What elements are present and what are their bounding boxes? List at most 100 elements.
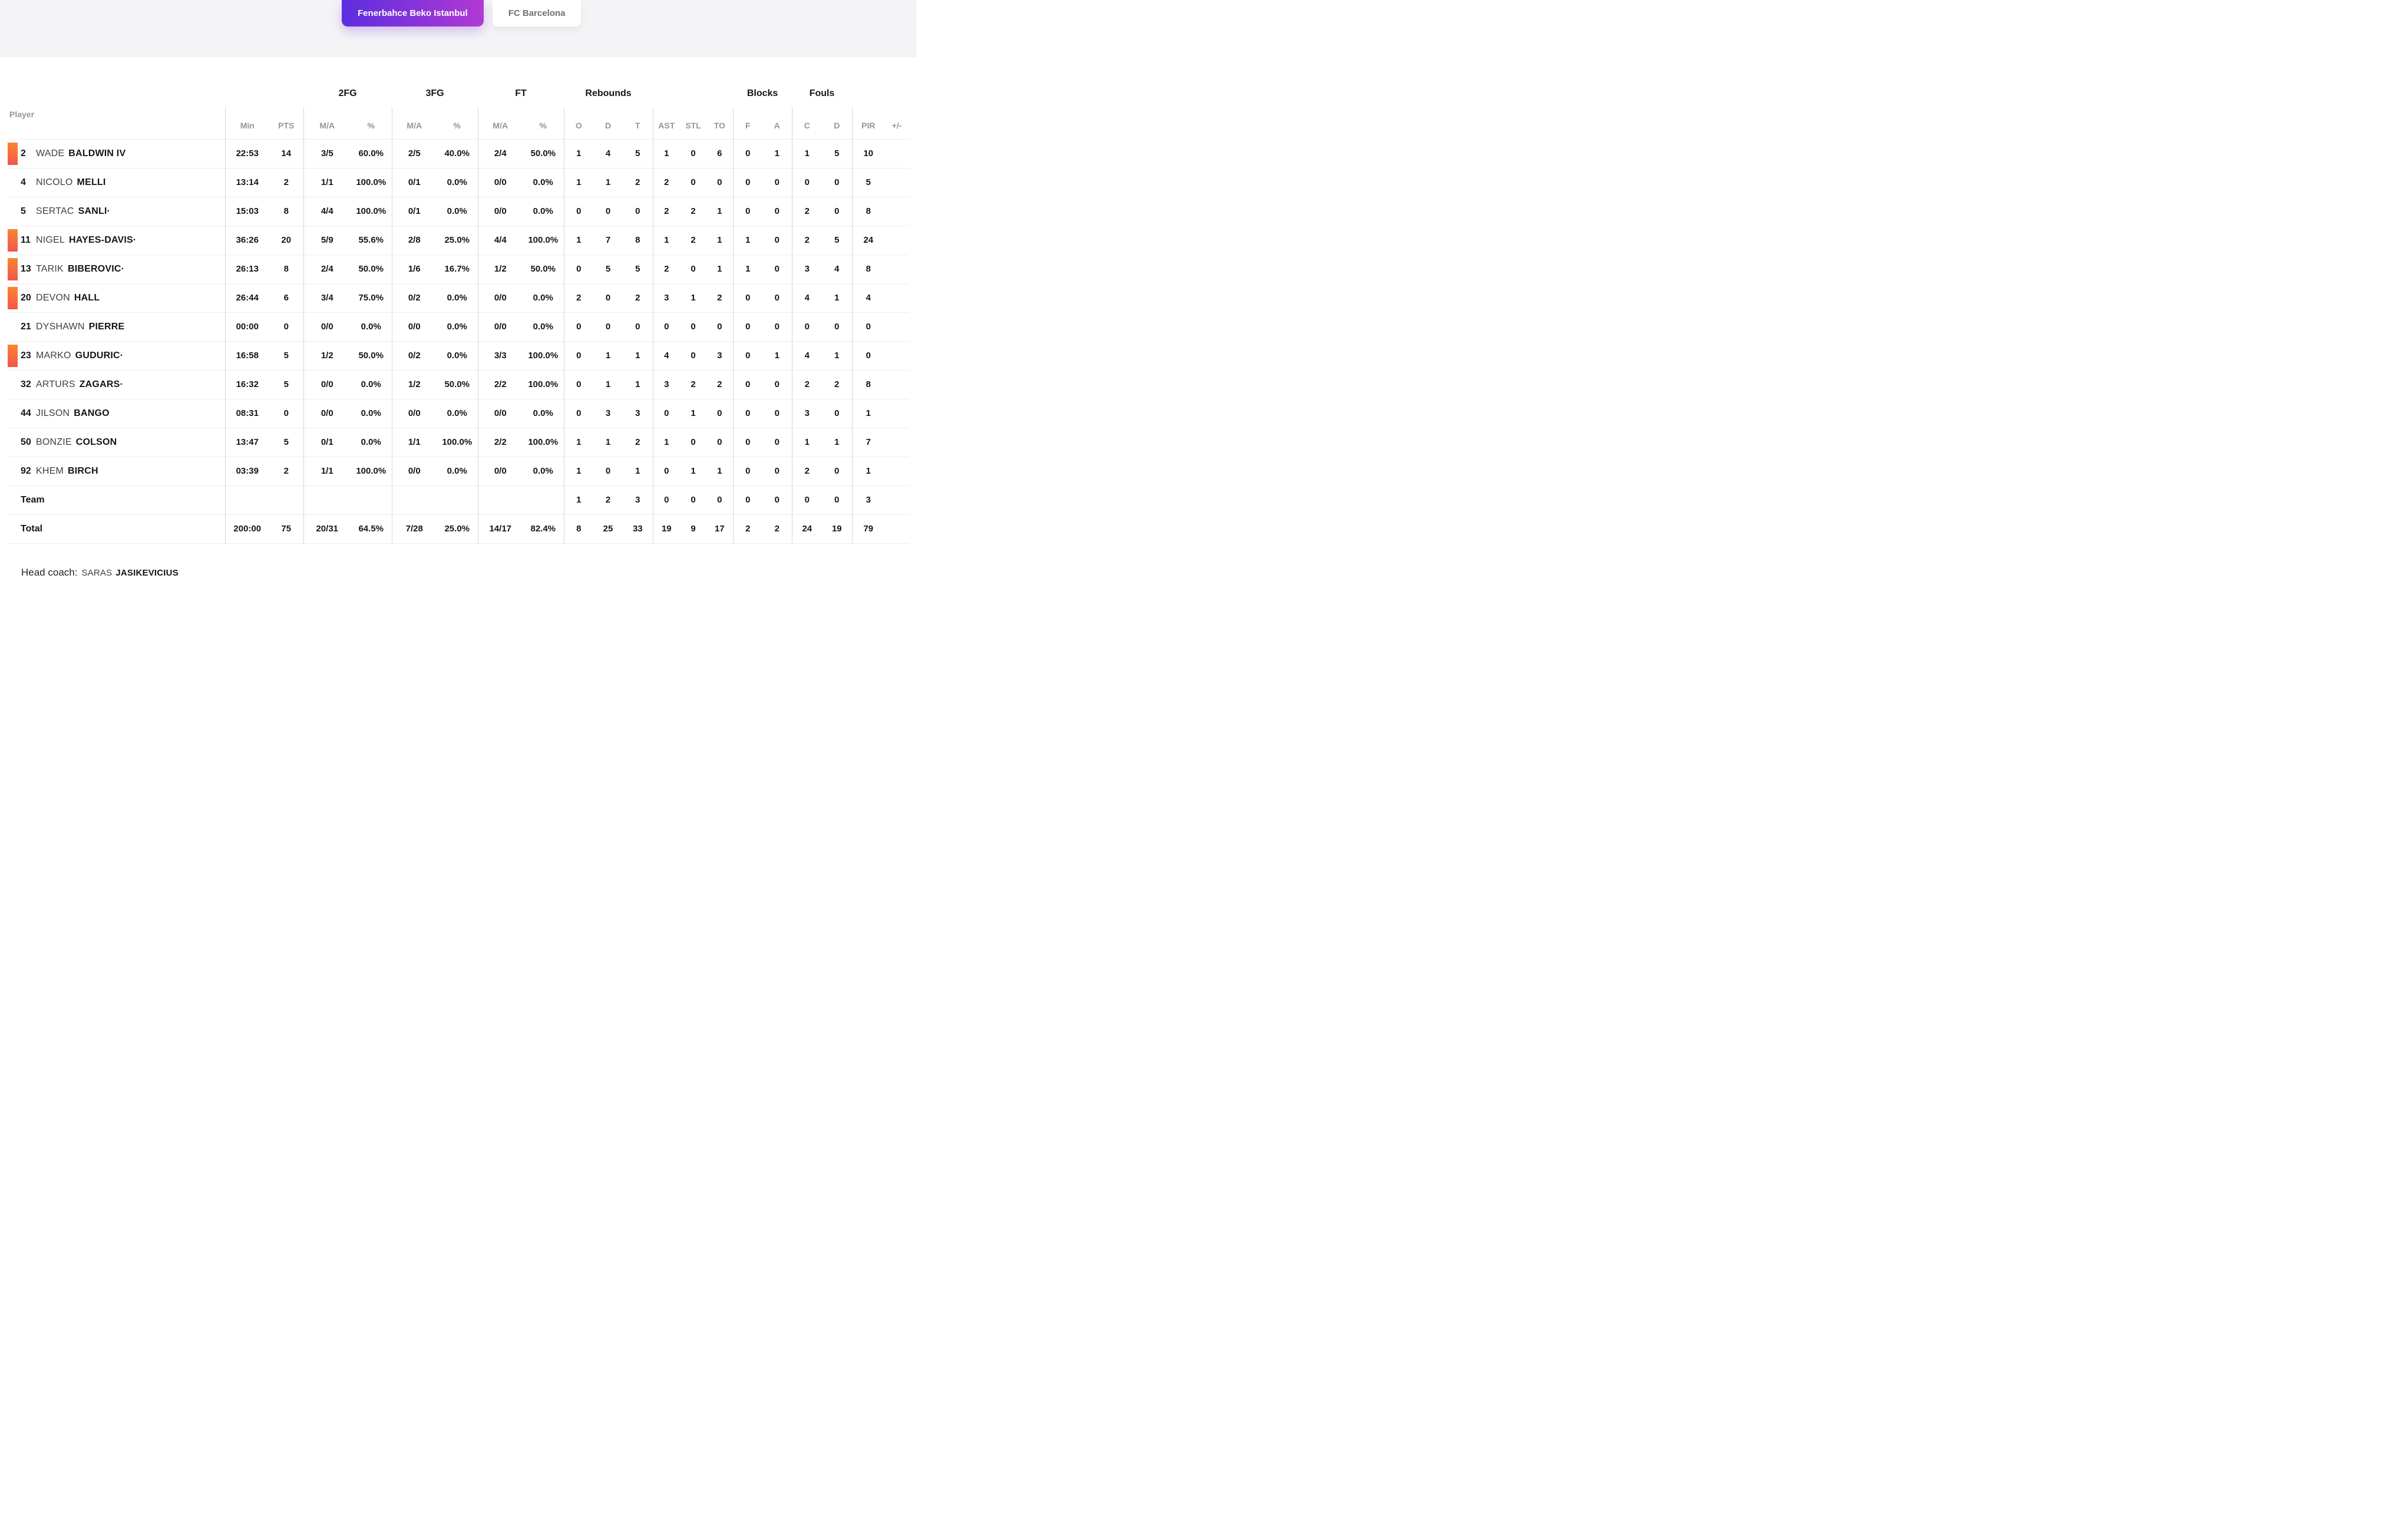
stat-min: 03:39 [224,456,269,485]
stat-foul-committed: 2 [791,369,823,399]
stat-3fg-percent: 0.0% [437,196,478,226]
stat-plus-minus [884,225,910,255]
stat-plus-minus [884,427,910,457]
stat-2fg-percent: 55.6% [351,225,392,255]
stat-block-favour: 0 [732,485,763,514]
stat-2fg-percent [351,485,392,514]
stat-rebound-offensive: 0 [563,341,594,370]
stat-3fg-made-attempted [391,485,437,514]
stat-pir: 1 [851,398,885,428]
stat-ft-made-attempted: 3/3 [477,341,523,370]
team-tabs: Fenerbahce Beko Istanbul FC Barcelona [342,0,582,27]
stat-min: 26:44 [224,283,269,312]
stat-foul-drawn: 1 [822,283,853,312]
stat-pir: 0 [851,312,885,341]
stat-ft-made-attempted: 2/2 [477,427,523,457]
stat-2fg-made-attempted: 5/9 [303,225,351,255]
stat-rebound-offensive: 1 [563,138,594,168]
stat-min: 15:03 [224,196,269,226]
stat-2fg-made-attempted: 4/4 [303,196,351,226]
column-header-row: Player Min PTS M/A % M/A % M/A % O D T A… [8,107,909,139]
player-number: 4 [21,177,26,187]
stat-ft-made-attempted [477,485,523,514]
starter-indicator-bar [8,257,18,280]
stat-assists: 1 [652,138,681,168]
stat-foul-drawn: 1 [822,341,853,370]
stat-min: 08:31 [224,398,269,428]
stat-ft-percent: 100.0% [523,427,564,457]
stat-turnovers: 17 [706,514,734,544]
stat-min: 13:47 [224,427,269,457]
stat-steals: 1 [680,398,707,428]
stat-pir: 0 [851,341,885,370]
stat-plus-minus [884,398,910,428]
stat-turnovers: 0 [706,312,734,341]
stat-2fg-percent: 0.0% [351,312,392,341]
stat-block-against: 0 [762,427,792,457]
player-first-name: DEVON [36,292,70,303]
stat-pir: 8 [851,369,885,399]
player-name-cell: 32 ARTURS ZAGARS· [8,369,225,399]
head-coach-label: Head coach: [21,567,78,578]
column-header-to: TO [714,120,725,130]
stat-steals: 0 [680,254,707,283]
stat-foul-committed: 1 [791,427,823,457]
stat-2fg-made-attempted: 2/4 [303,254,351,283]
stat-block-favour: 1 [732,254,763,283]
stat-foul-drawn: 1 [822,427,853,457]
stat-3fg-made-attempted: 0/0 [391,398,437,428]
stat-pts: 0 [269,398,303,428]
stat-3fg-made-attempted: 1/6 [391,254,437,283]
stat-steals: 0 [680,138,707,168]
stat-rebound-defensive: 1 [593,427,623,457]
stat-pts: 6 [269,283,303,312]
table-row: 20 DEVON HALL 26:44 6 3/4 75.0% 0/2 0.0% 0/0 0.0% 2… [8,283,910,312]
stat-rebound-defensive: 2 [593,485,623,514]
player-first-name: SERTAC [36,206,74,216]
stat-block-favour: 0 [732,427,763,457]
stat-2fg-made-attempted: 1/1 [303,456,351,485]
starter-indicator-bar [8,229,18,252]
column-header-block-f: F [732,107,763,139]
stat-turnovers: 1 [706,456,734,485]
column-header-reb-o: O [563,107,594,139]
stat-ft-made-attempted: 1/2 [477,254,523,283]
column-header-ast: AST [652,107,681,139]
stat-2fg-made-attempted [303,485,351,514]
stat-ft-percent: 100.0% [523,341,564,370]
stat-3fg-percent: 16.7% [437,254,478,283]
stat-rebound-total: 3 [623,485,653,514]
table-row: 5 SERTAC SANLI· 15:03 8 4/4 100.0% 0/1 0.0% 0/0 0.… [8,196,910,226]
stat-min: 26:13 [224,254,269,283]
stat-block-favour: 0 [732,167,763,197]
tab-fc-barcelona[interactable]: FC Barcelona [492,0,582,27]
stat-3fg-made-attempted: 0/0 [391,456,437,485]
stat-rebound-defensive: 7 [593,225,623,255]
stat-ft-made-attempted: 0/0 [477,398,523,428]
stat-block-against: 2 [762,514,792,544]
stat-plus-minus [884,283,910,312]
column-header-pir: PIR [851,107,885,139]
player-first-name: KHEM [36,465,64,476]
player-number: 23 [21,350,31,361]
stat-3fg-percent: 25.0% [437,225,478,255]
stat-block-favour: 0 [732,196,763,226]
stat-block-favour: 0 [732,398,763,428]
column-header-player: Player [9,110,35,119]
stat-pir: 8 [851,196,885,226]
column-header-3fg-pct: % [453,120,461,130]
stat-2fg-percent: 0.0% [351,427,392,457]
stat-foul-committed: 0 [791,167,823,197]
stat-rebound-offensive: 0 [563,369,594,399]
stat-3fg-made-attempted: 0/2 [391,341,437,370]
player-number: 32 [21,379,31,389]
stat-pts: 2 [269,456,303,485]
stat-2fg-percent: 0.0% [351,369,392,399]
tab-fenerbahce-beko-istanbul[interactable]: Fenerbahce Beko Istanbul [342,0,484,27]
stat-rebound-offensive: 1 [563,427,594,457]
stat-ft-made-attempted: 0/0 [477,283,523,312]
stat-turnovers: 1 [706,196,734,226]
stat-3fg-percent: 0.0% [437,341,478,370]
player-number: 5 [21,206,26,216]
stat-plus-minus [884,369,910,399]
